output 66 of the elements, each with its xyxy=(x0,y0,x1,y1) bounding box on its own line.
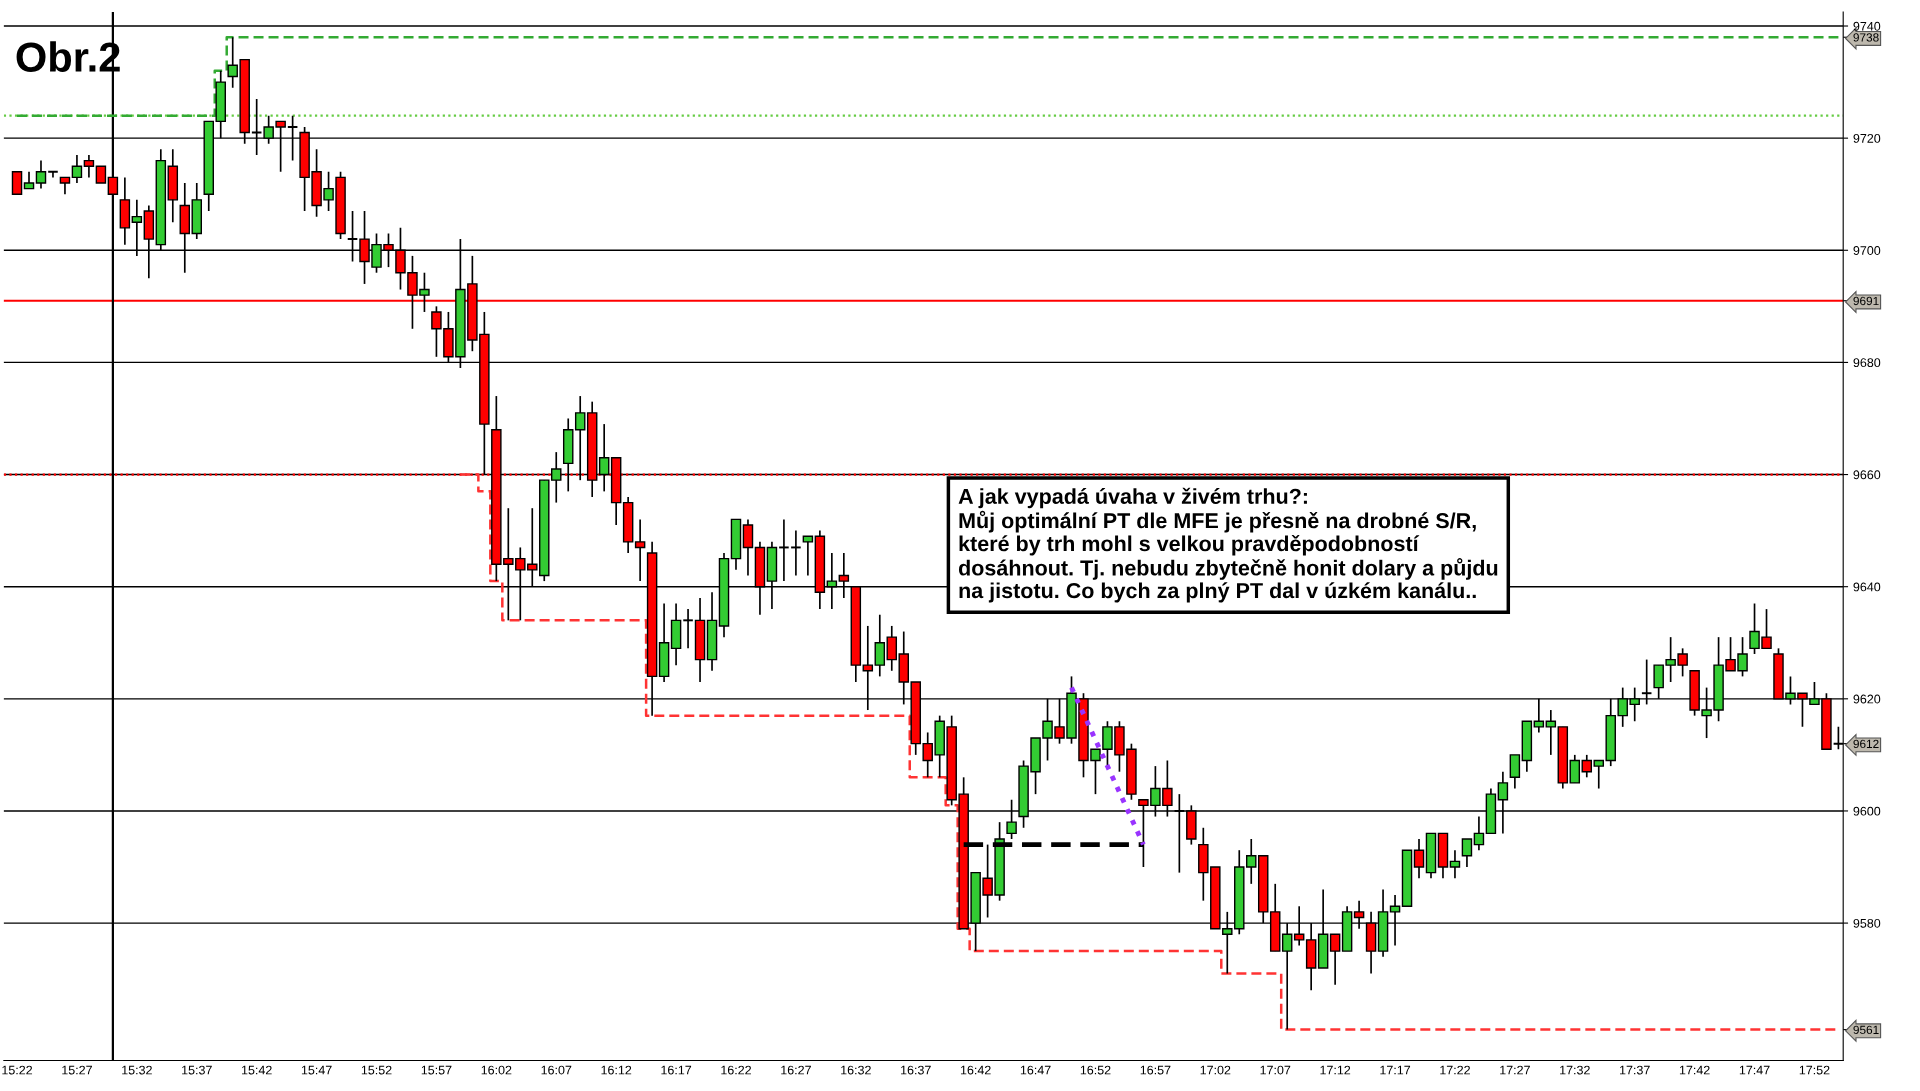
y-tick-label: 9680 xyxy=(1853,358,1881,368)
x-tick-label: 17:47 xyxy=(1739,1065,1770,1075)
candlestick xyxy=(1449,849,1461,880)
candlestick xyxy=(35,159,47,190)
candlestick xyxy=(790,529,802,577)
x-tick-label: 16:22 xyxy=(721,1065,751,1075)
candlestick xyxy=(1581,754,1593,779)
candlestick xyxy=(11,171,23,195)
candlestick xyxy=(1569,754,1581,784)
x-tick-label: 16:17 xyxy=(661,1065,692,1075)
y-tick-label: 9620 xyxy=(1853,694,1881,704)
x-tick-label: 17:52 xyxy=(1799,1065,1830,1075)
candlestick xyxy=(874,613,886,678)
y-tick-label: 9580 xyxy=(1853,918,1881,928)
y-tick-label: 9612 xyxy=(1853,739,1879,749)
y-tick-label: 9660 xyxy=(1853,470,1881,480)
annotation: A jak vypadá úvaha v živém trhu?: Můj optimální PT dle MFE je přesně na drobné S/R, které by trh mohl s velkou pravděpodobností dosáhnout. Tj. nebudu zbytečně honit dolary a půjdu na jistotu. Co bych za plný PT dal v úzkém kanálu.. xyxy=(958,487,1498,603)
x-tick-label: 16:02 xyxy=(481,1065,512,1075)
x-tick-label: 16:42 xyxy=(960,1065,991,1075)
x-tick-label: 16:27 xyxy=(781,1065,811,1075)
x-tick-label: 17:12 xyxy=(1320,1065,1351,1075)
x-tick-label: 15:22 xyxy=(2,1065,33,1075)
y-tick-label: 9561 xyxy=(1853,1025,1879,1035)
x-tick-label: 15:57 xyxy=(421,1065,452,1075)
x-tick-label: 17:17 xyxy=(1380,1065,1411,1075)
x-tick-label: 16:52 xyxy=(1080,1065,1111,1075)
candlestick xyxy=(742,518,754,577)
candlestick xyxy=(83,154,95,179)
x-tick-label: 16:47 xyxy=(1020,1065,1051,1075)
candlestick xyxy=(1545,709,1557,756)
x-tick-label: 15:37 xyxy=(182,1065,212,1075)
y-tick-label: 9720 xyxy=(1853,133,1881,143)
x-tick-label: 17:32 xyxy=(1560,1065,1590,1075)
x-tick-label: 15:27 xyxy=(62,1065,92,1075)
candlestick xyxy=(71,154,83,184)
x-tick-label: 15:52 xyxy=(361,1065,392,1075)
candlestick xyxy=(1509,754,1521,790)
y-tick-label: 9600 xyxy=(1853,806,1881,816)
x-tick-label: 15:42 xyxy=(241,1065,272,1075)
candlestick xyxy=(1473,815,1485,852)
y-tick-label: 9640 xyxy=(1853,582,1881,592)
y-tick-label: 9700 xyxy=(1853,246,1881,255)
x-tick-label: 17:27 xyxy=(1500,1065,1530,1075)
x-tick-label: 17:22 xyxy=(1440,1065,1470,1075)
x-tick-label: 16:57 xyxy=(1140,1065,1171,1075)
y-tick-label: 9740 xyxy=(1853,21,1881,31)
x-tick-label: 16:32 xyxy=(841,1065,871,1075)
x-tick-label: 15:32 xyxy=(122,1065,152,1075)
y-tick-label: 9738 xyxy=(1853,33,1879,42)
x-tick-label: 17:37 xyxy=(1620,1065,1650,1075)
candlestick xyxy=(634,518,646,582)
candlestick xyxy=(1413,838,1425,880)
candlestick xyxy=(802,535,814,577)
candlestick xyxy=(1329,933,1341,986)
x-tick-label: 17:07 xyxy=(1260,1065,1291,1075)
x-tick-label: 17:02 xyxy=(1200,1065,1231,1075)
candlestick xyxy=(1461,838,1473,868)
candlestick xyxy=(778,518,790,582)
x-tick-label: 16:07 xyxy=(541,1065,572,1075)
x-tick-label: 16:37 xyxy=(901,1065,931,1075)
x-tick-label: 15:47 xyxy=(301,1065,332,1075)
y-tick-label: 9691 xyxy=(1853,296,1879,306)
candlestick xyxy=(682,608,694,650)
x-tick-label: 17:42 xyxy=(1679,1065,1710,1075)
candlestick xyxy=(886,625,898,672)
x-tick-label: 16:12 xyxy=(601,1065,632,1075)
